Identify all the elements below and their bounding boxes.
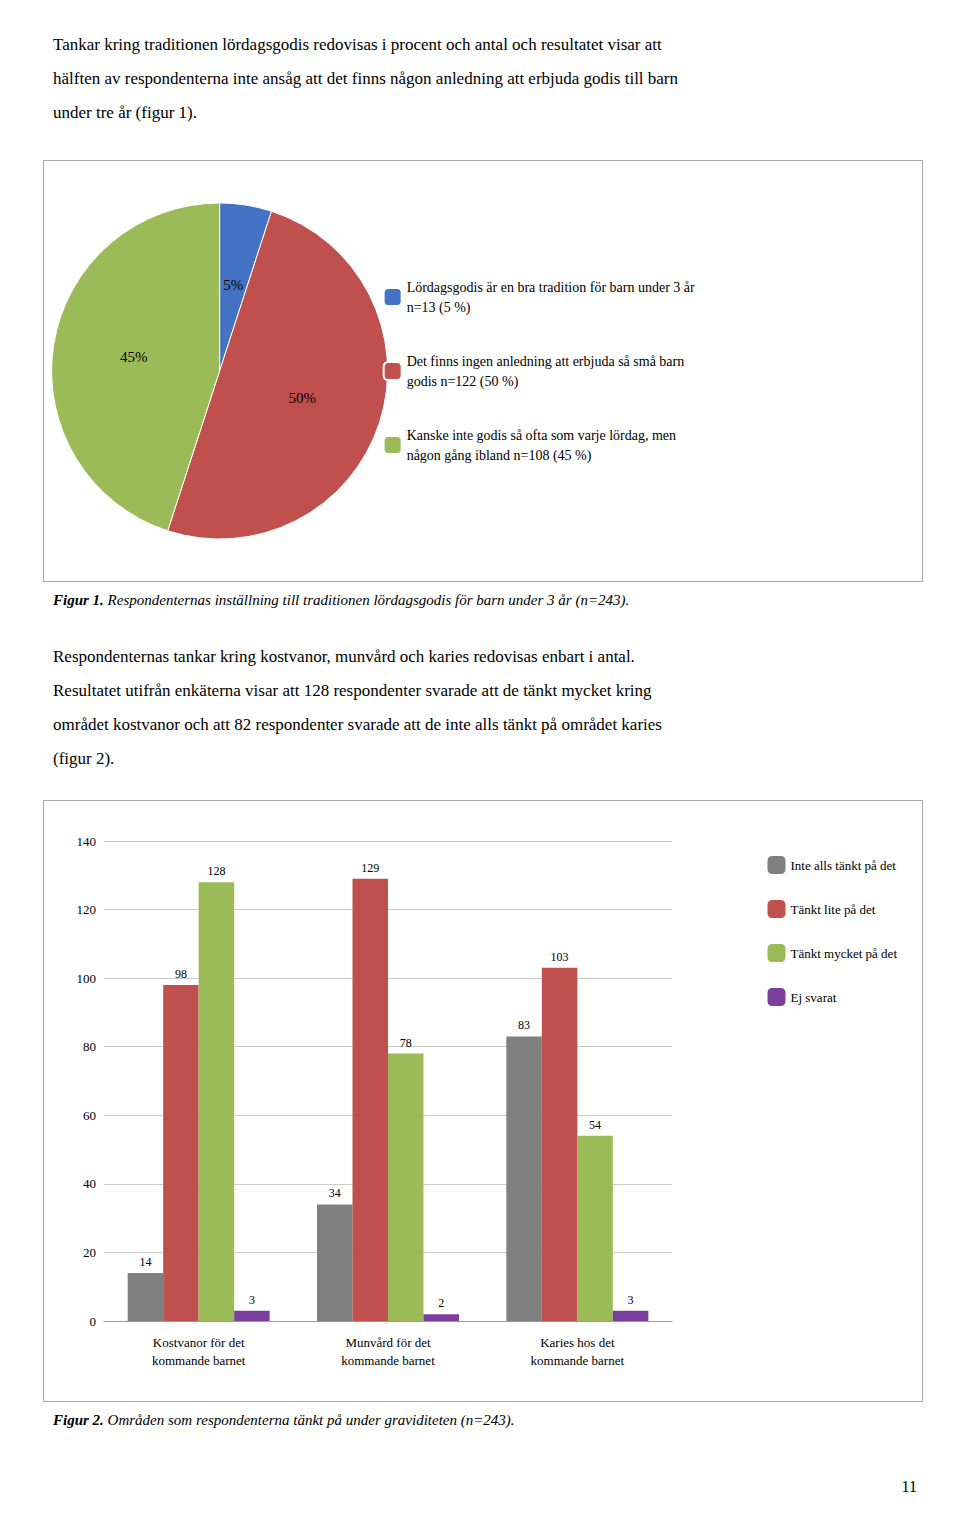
html-text:Tankar kring traditionen lörda: Tankar kring traditionen lördagsgodis re… bbox=[53, 35, 662, 54]
html-text:under tre år (figur 1).: under tre år (figur 1). bbox=[53, 103, 197, 122]
svg-text:Tänkt mycket på det: Tänkt mycket på det bbox=[791, 946, 898, 961]
svg-text:40: 40 bbox=[83, 1176, 96, 1191]
svg-text:Karies hos det: Karies hos det bbox=[540, 1335, 615, 1350]
svg-text:Inte alls tänkt på det: Inte alls tänkt på det bbox=[791, 858, 897, 873]
svg-text:Tänkt lite på det: Tänkt lite på det bbox=[791, 902, 876, 917]
svg-text:5%: 5% bbox=[223, 277, 243, 293]
svg-text:83: 83 bbox=[518, 1018, 530, 1032]
svg-text:45%: 45% bbox=[120, 349, 148, 365]
svg-text:128: 128 bbox=[207, 864, 225, 878]
svg-text:3: 3 bbox=[249, 1293, 255, 1307]
svg-text:Kanske inte godis så ofta som: Kanske inte godis så ofta som varje lörd… bbox=[407, 428, 676, 443]
svg-text:Munvård för det: Munvård för det bbox=[345, 1335, 431, 1350]
svg-text:Kostvanor för det: Kostvanor för det bbox=[153, 1335, 245, 1350]
svg-text:0: 0 bbox=[90, 1314, 97, 1329]
svg-text:Ej svarat: Ej svarat bbox=[791, 990, 837, 1005]
html-text:Figur 2. Områden som responden: Figur 2. Områden som respondenterna tänk… bbox=[53, 1412, 515, 1428]
svg-text:någon gång ibland n=108 (45 %): någon gång ibland n=108 (45 %) bbox=[407, 448, 592, 464]
svg-text:140: 140 bbox=[77, 834, 97, 849]
svg-text:100: 100 bbox=[77, 971, 97, 986]
svg-text:14: 14 bbox=[139, 1255, 151, 1269]
svg-text:80: 80 bbox=[83, 1039, 96, 1054]
svg-text:20: 20 bbox=[83, 1245, 96, 1260]
svg-text:kommande barnet: kommande barnet bbox=[531, 1353, 625, 1368]
svg-text:98: 98 bbox=[175, 967, 187, 981]
svg-text:2: 2 bbox=[438, 1296, 444, 1310]
html-text:(figur 2).: (figur 2). bbox=[53, 749, 115, 768]
html-text:Figur 1. Respondenternas instä: Figur 1. Respondenternas inställning til… bbox=[53, 592, 630, 608]
svg-text:60: 60 bbox=[83, 1108, 96, 1123]
svg-text:78: 78 bbox=[400, 1036, 412, 1050]
svg-text:Lördagsgodis är en bra traditi: Lördagsgodis är en bra tradition för bar… bbox=[407, 280, 695, 295]
svg-text:godis n=122 (50 %): godis n=122 (50 %) bbox=[407, 374, 519, 390]
svg-text:103: 103 bbox=[551, 950, 569, 964]
html-text:Resultatet utifrån enkäterna v: Resultatet utifrån enkäterna visar att 1… bbox=[53, 681, 652, 700]
svg-text:120: 120 bbox=[77, 902, 97, 917]
svg-text:Det finns ingen anledning att: Det finns ingen anledning att erbjuda så… bbox=[407, 354, 685, 369]
html-text:11: 11 bbox=[901, 1478, 917, 1495]
svg-text:kommande barnet: kommande barnet bbox=[152, 1353, 246, 1368]
svg-text:50%: 50% bbox=[289, 390, 317, 406]
html-text:hälften av respondenterna inte: hälften av respondenterna inte ansåg att… bbox=[53, 69, 678, 88]
svg-text:n=13 (5 %): n=13 (5 %) bbox=[407, 300, 471, 316]
svg-text:54: 54 bbox=[589, 1118, 601, 1132]
svg-text:129: 129 bbox=[361, 861, 379, 875]
html-text:området kostvanor och att 82 r: området kostvanor och att 82 respondente… bbox=[53, 715, 662, 734]
svg-text:kommande barnet: kommande barnet bbox=[341, 1353, 435, 1368]
html-text:Respondenternas tankar kring k: Respondenternas tankar kring kostvanor, … bbox=[53, 647, 635, 666]
svg-text:3: 3 bbox=[628, 1293, 634, 1307]
svg-text:34: 34 bbox=[329, 1186, 341, 1200]
